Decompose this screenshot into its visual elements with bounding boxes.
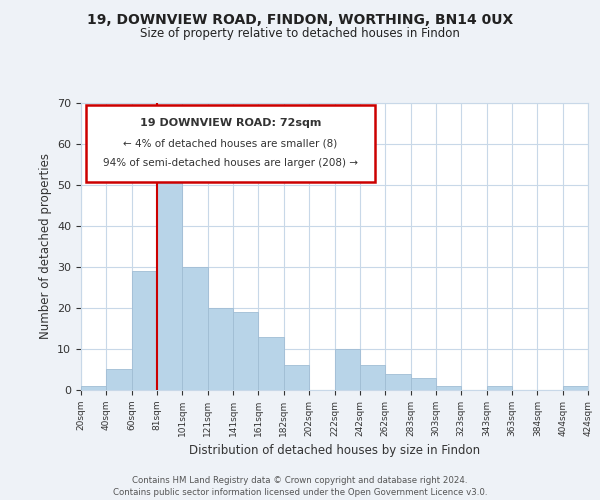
Bar bbox=[132, 271, 157, 390]
Bar bbox=[157, 160, 182, 390]
X-axis label: Distribution of detached houses by size in Findon: Distribution of detached houses by size … bbox=[189, 444, 480, 458]
Bar bbox=[335, 349, 360, 390]
Bar bbox=[410, 378, 436, 390]
Bar bbox=[208, 308, 233, 390]
Text: ← 4% of detached houses are smaller (8): ← 4% of detached houses are smaller (8) bbox=[124, 138, 338, 148]
Bar bbox=[563, 386, 588, 390]
Y-axis label: Number of detached properties: Number of detached properties bbox=[38, 153, 52, 340]
FancyBboxPatch shape bbox=[86, 106, 375, 182]
Bar bbox=[436, 386, 461, 390]
Text: 19 DOWNVIEW ROAD: 72sqm: 19 DOWNVIEW ROAD: 72sqm bbox=[140, 118, 321, 128]
Bar bbox=[81, 386, 106, 390]
Text: 94% of semi-detached houses are larger (208) →: 94% of semi-detached houses are larger (… bbox=[103, 158, 358, 168]
Text: Size of property relative to detached houses in Findon: Size of property relative to detached ho… bbox=[140, 28, 460, 40]
Bar bbox=[360, 366, 385, 390]
Bar bbox=[385, 374, 410, 390]
Bar bbox=[233, 312, 259, 390]
Bar bbox=[259, 336, 284, 390]
Text: 19, DOWNVIEW ROAD, FINDON, WORTHING, BN14 0UX: 19, DOWNVIEW ROAD, FINDON, WORTHING, BN1… bbox=[87, 12, 513, 26]
Text: Contains public sector information licensed under the Open Government Licence v3: Contains public sector information licen… bbox=[113, 488, 487, 497]
Bar bbox=[487, 386, 512, 390]
Bar bbox=[284, 366, 309, 390]
Text: Contains HM Land Registry data © Crown copyright and database right 2024.: Contains HM Land Registry data © Crown c… bbox=[132, 476, 468, 485]
Bar bbox=[106, 370, 132, 390]
Bar bbox=[182, 267, 208, 390]
